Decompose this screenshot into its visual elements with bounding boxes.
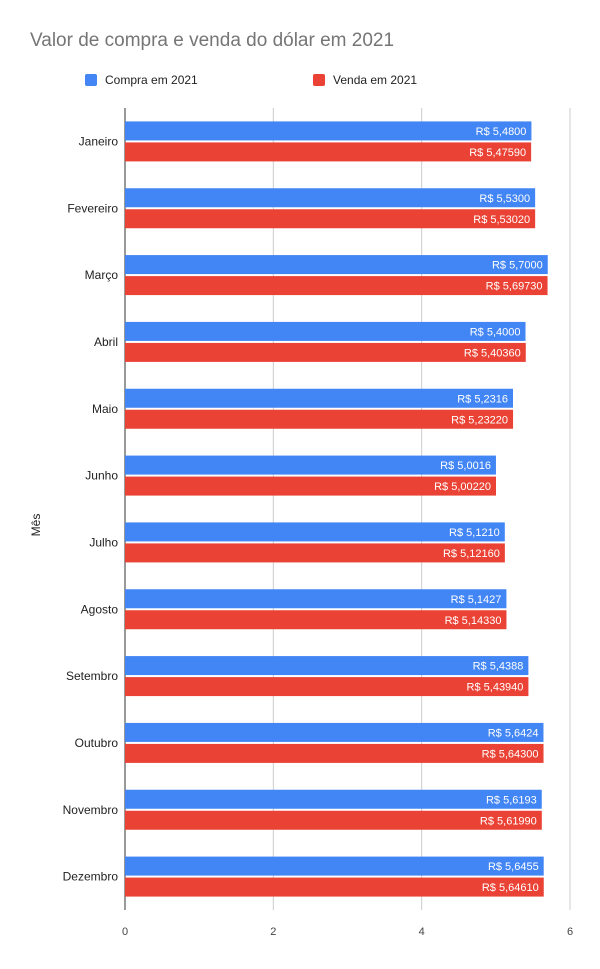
bar-venda bbox=[125, 743, 544, 763]
category-label: Setembro bbox=[66, 669, 118, 683]
bar-venda bbox=[125, 476, 496, 496]
bar-compra bbox=[125, 455, 496, 475]
bar-compra bbox=[125, 856, 544, 876]
data-label-compra: R$ 5,1210 bbox=[449, 527, 500, 539]
bar-compra bbox=[125, 188, 536, 208]
category-label: Janeiro bbox=[79, 134, 119, 148]
legend-item-venda[interactable]: Venda em 2021 bbox=[313, 73, 417, 87]
bar-venda bbox=[125, 209, 536, 229]
data-label-compra: R$ 5,2316 bbox=[457, 393, 508, 405]
data-label-compra: R$ 5,4800 bbox=[476, 126, 527, 138]
category-label: Março bbox=[85, 268, 119, 282]
bar-venda bbox=[125, 610, 507, 630]
bar-compra bbox=[125, 656, 529, 676]
data-label-venda: R$ 5,40360 bbox=[464, 347, 521, 359]
data-label-venda: R$ 5,53020 bbox=[473, 214, 530, 226]
data-label-compra: R$ 5,6424 bbox=[488, 727, 539, 739]
legend-swatch-compra bbox=[85, 74, 97, 86]
data-label-venda: R$ 5,00220 bbox=[434, 481, 491, 493]
x-tick-label: 2 bbox=[270, 926, 276, 938]
bar-venda bbox=[125, 342, 526, 362]
data-label-compra: R$ 5,5300 bbox=[479, 193, 530, 205]
bar-compra bbox=[125, 321, 526, 341]
category-label: Agosto bbox=[81, 602, 119, 616]
bar-venda bbox=[125, 276, 548, 296]
data-label-venda: R$ 5,64300 bbox=[482, 748, 539, 760]
data-label-venda: R$ 5,23220 bbox=[451, 414, 508, 426]
category-label: Outubro bbox=[75, 736, 119, 750]
category-label: Fevereiro bbox=[67, 201, 118, 215]
category-label: Junho bbox=[85, 469, 118, 483]
data-label-venda: R$ 5,12160 bbox=[443, 548, 500, 560]
data-label-compra: R$ 5,1427 bbox=[451, 594, 502, 606]
bar-venda bbox=[125, 677, 529, 697]
data-label-venda: R$ 5,64610 bbox=[482, 882, 539, 894]
legend-item-compra[interactable]: Compra em 2021 bbox=[85, 73, 198, 87]
x-tick-label: 6 bbox=[567, 926, 573, 938]
x-tick-label: 0 bbox=[122, 926, 128, 938]
category-label: Novembro bbox=[63, 803, 119, 817]
data-label-compra: R$ 5,7000 bbox=[492, 260, 543, 272]
data-label-venda: R$ 5,14330 bbox=[445, 615, 502, 627]
bar-venda bbox=[125, 142, 532, 162]
bar-compra bbox=[125, 522, 505, 542]
data-label-venda: R$ 5,47590 bbox=[469, 147, 526, 159]
bar-venda bbox=[125, 409, 514, 429]
data-label-compra: R$ 5,0016 bbox=[440, 460, 491, 472]
legend-swatch-venda bbox=[313, 74, 325, 86]
data-label-venda: R$ 5,61990 bbox=[480, 815, 537, 827]
bar-venda bbox=[125, 877, 544, 897]
bar-compra bbox=[125, 121, 532, 141]
category-label: Dezembro bbox=[63, 870, 119, 884]
data-label-compra: R$ 5,4000 bbox=[470, 326, 521, 338]
bar-compra bbox=[125, 388, 514, 408]
bar-compra bbox=[125, 589, 507, 609]
bar-compra bbox=[125, 722, 544, 742]
category-label: Maio bbox=[92, 402, 118, 416]
category-label: Julho bbox=[89, 535, 118, 549]
bar-compra bbox=[125, 789, 542, 809]
bar-venda bbox=[125, 810, 542, 830]
bar-venda bbox=[125, 543, 505, 563]
data-label-compra: R$ 5,6455 bbox=[488, 861, 539, 873]
legend-label-venda: Venda em 2021 bbox=[333, 73, 418, 87]
bar-compra bbox=[125, 255, 548, 275]
x-tick-label: 4 bbox=[419, 926, 425, 938]
data-label-compra: R$ 5,6193 bbox=[486, 794, 537, 806]
data-label-compra: R$ 5,4388 bbox=[473, 661, 524, 673]
data-label-venda: R$ 5,69730 bbox=[486, 281, 543, 293]
category-label: Abril bbox=[94, 335, 118, 349]
data-label-venda: R$ 5,43940 bbox=[467, 682, 524, 694]
legend-label-compra: Compra em 2021 bbox=[105, 73, 198, 87]
chart-title: Valor de compra e venda do dólar em 2021 bbox=[30, 30, 395, 51]
